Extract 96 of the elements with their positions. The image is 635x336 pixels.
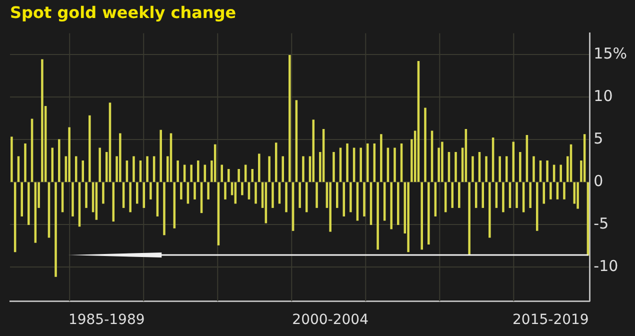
bar bbox=[532, 156, 535, 182]
bar bbox=[197, 160, 200, 182]
bar bbox=[376, 182, 379, 250]
bar bbox=[346, 143, 348, 182]
bar bbox=[268, 156, 270, 182]
bar bbox=[152, 156, 156, 182]
bar bbox=[24, 143, 26, 182]
bar bbox=[498, 156, 501, 182]
y-tick-label: -5 bbox=[594, 214, 609, 233]
bar bbox=[428, 182, 430, 245]
bar bbox=[424, 108, 426, 182]
x-tick-label: 1985-1989 bbox=[68, 312, 145, 328]
bar bbox=[146, 156, 148, 182]
bar bbox=[20, 182, 23, 216]
bar bbox=[132, 156, 135, 182]
bar bbox=[220, 164, 223, 182]
bar bbox=[238, 168, 240, 182]
bar bbox=[380, 134, 382, 182]
bar bbox=[546, 160, 548, 182]
bar bbox=[160, 130, 162, 182]
bar bbox=[454, 152, 457, 182]
bar bbox=[228, 168, 230, 182]
bar bbox=[150, 182, 152, 200]
bar bbox=[550, 182, 552, 200]
bar bbox=[519, 152, 522, 182]
bar bbox=[563, 182, 566, 200]
bar bbox=[85, 182, 88, 208]
bar bbox=[332, 152, 335, 182]
bar bbox=[180, 182, 182, 200]
y-tick-label: 0 bbox=[594, 172, 604, 190]
bar bbox=[420, 182, 423, 250]
bar bbox=[298, 182, 301, 208]
bar bbox=[516, 182, 518, 208]
bar bbox=[241, 182, 244, 196]
bar bbox=[224, 182, 226, 200]
y-tick-label: 15% bbox=[594, 44, 628, 62]
bar bbox=[58, 139, 60, 182]
bar bbox=[397, 182, 400, 225]
bar bbox=[102, 182, 104, 204]
bar bbox=[204, 164, 206, 182]
y-tick-label: 10 bbox=[594, 86, 613, 105]
bar bbox=[41, 59, 44, 182]
bar bbox=[458, 182, 460, 208]
bar bbox=[72, 182, 74, 216]
bar bbox=[552, 164, 556, 182]
bar bbox=[183, 164, 186, 182]
bar bbox=[302, 156, 304, 182]
bar bbox=[68, 127, 70, 182]
bar bbox=[329, 182, 332, 232]
x-tick-label: 2000-2004 bbox=[292, 312, 369, 328]
bar bbox=[272, 182, 274, 208]
bar bbox=[485, 156, 488, 182]
bar bbox=[407, 182, 410, 252]
bar bbox=[316, 182, 318, 208]
bar bbox=[285, 182, 288, 212]
bar bbox=[390, 182, 392, 230]
bar bbox=[366, 143, 369, 182]
bar bbox=[51, 148, 54, 182]
bar bbox=[394, 148, 396, 182]
bar bbox=[488, 182, 491, 238]
bar bbox=[441, 142, 444, 182]
bar bbox=[451, 182, 454, 208]
bar bbox=[254, 182, 257, 204]
y-tick-label: 5 bbox=[594, 129, 604, 148]
bar bbox=[194, 182, 196, 200]
x-tick-label: 2015-2019 bbox=[512, 312, 589, 328]
bar bbox=[560, 164, 562, 182]
bar bbox=[288, 54, 291, 182]
bar bbox=[258, 154, 260, 182]
bar bbox=[360, 148, 362, 182]
bar bbox=[363, 182, 366, 216]
bar bbox=[529, 182, 532, 208]
bar bbox=[251, 168, 254, 182]
bar bbox=[505, 156, 508, 182]
bar bbox=[28, 182, 30, 225]
bar bbox=[190, 164, 192, 182]
bar bbox=[88, 115, 91, 182]
bar bbox=[129, 182, 132, 212]
bar bbox=[74, 156, 78, 182]
chart-title: Spot gold weekly change bbox=[10, 2, 236, 22]
bar bbox=[282, 156, 284, 182]
bar bbox=[17, 156, 20, 182]
bar bbox=[576, 182, 579, 209]
bar bbox=[54, 182, 57, 277]
bar bbox=[207, 182, 210, 200]
bar bbox=[472, 156, 474, 182]
bar bbox=[10, 136, 13, 182]
bar bbox=[350, 182, 352, 212]
bar bbox=[163, 182, 166, 236]
bar bbox=[98, 148, 101, 182]
bar bbox=[502, 182, 504, 212]
y-tick-label: -10 bbox=[594, 257, 618, 276]
bar bbox=[244, 164, 247, 182]
bar bbox=[468, 182, 470, 255]
bar bbox=[176, 160, 179, 182]
bar bbox=[119, 133, 122, 182]
